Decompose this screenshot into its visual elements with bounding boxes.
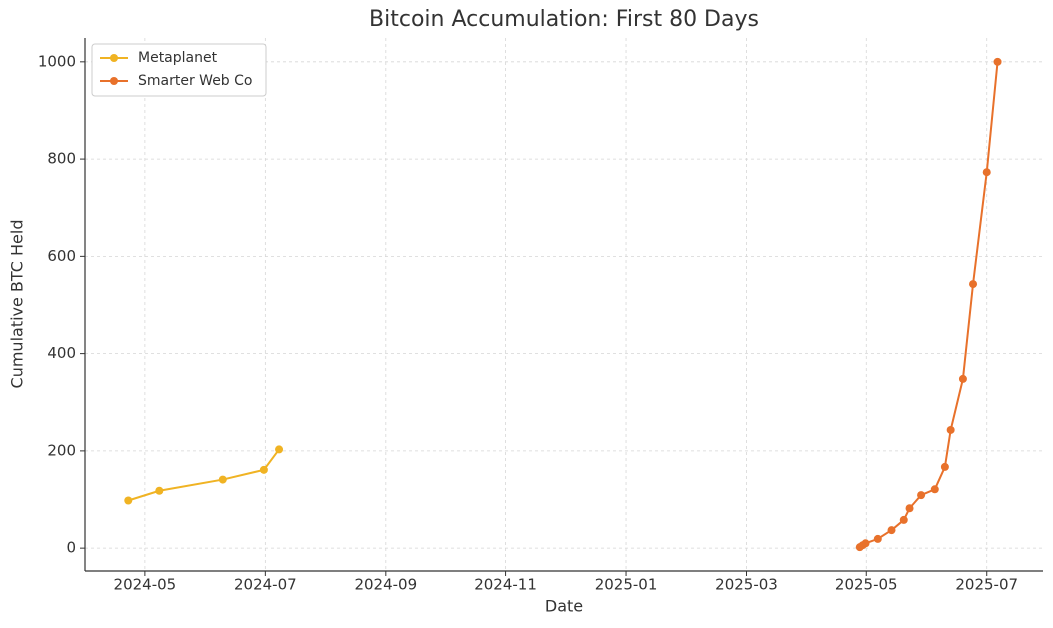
data-point [218, 475, 227, 484]
data-point [861, 539, 870, 548]
y-tick-label: 0 [66, 539, 76, 557]
data-point [899, 515, 908, 524]
x-tick-label: 2025-05 [835, 576, 898, 594]
data-point [124, 496, 133, 505]
series-line [859, 61, 999, 549]
y-tick-label: 1000 [38, 52, 76, 70]
y-tick-label: 200 [47, 441, 76, 459]
x-axis-label: Date [545, 597, 583, 616]
data-point [905, 504, 914, 513]
legend-label: Metaplanet [138, 50, 218, 66]
data-point [873, 534, 882, 543]
x-tick-label: 2025-01 [595, 576, 658, 594]
data-point [993, 57, 1002, 66]
data-point [275, 445, 284, 454]
data-point [958, 374, 967, 383]
legend-box [91, 43, 267, 97]
chart-title: Bitcoin Accumulation: First 80 Days [369, 7, 759, 32]
data-point [259, 465, 268, 474]
data-point [940, 462, 949, 471]
data-point [930, 485, 939, 494]
legend-marker [110, 54, 118, 62]
x-tick-label: 2024-11 [474, 576, 537, 594]
legend-marker [110, 77, 118, 85]
series-line [127, 448, 280, 502]
y-tick-label: 600 [47, 247, 76, 265]
data-point [969, 280, 978, 289]
data-point [917, 491, 926, 500]
x-tick-label: 2024-09 [354, 576, 417, 594]
x-tick-label: 2024-05 [114, 576, 177, 594]
x-tick-label: 2025-03 [715, 576, 778, 594]
data-point [887, 526, 896, 535]
y-axis-label: Cumulative BTC Held [8, 220, 27, 389]
legend-label: Smarter Web Co [138, 73, 252, 89]
x-tick-label: 2024-07 [234, 576, 297, 594]
data-point [946, 425, 955, 434]
y-tick-label: 400 [47, 344, 76, 362]
data-point [982, 168, 991, 177]
x-tick-label: 2025-07 [955, 576, 1018, 594]
data-point [155, 486, 164, 495]
y-tick-label: 800 [47, 150, 76, 168]
